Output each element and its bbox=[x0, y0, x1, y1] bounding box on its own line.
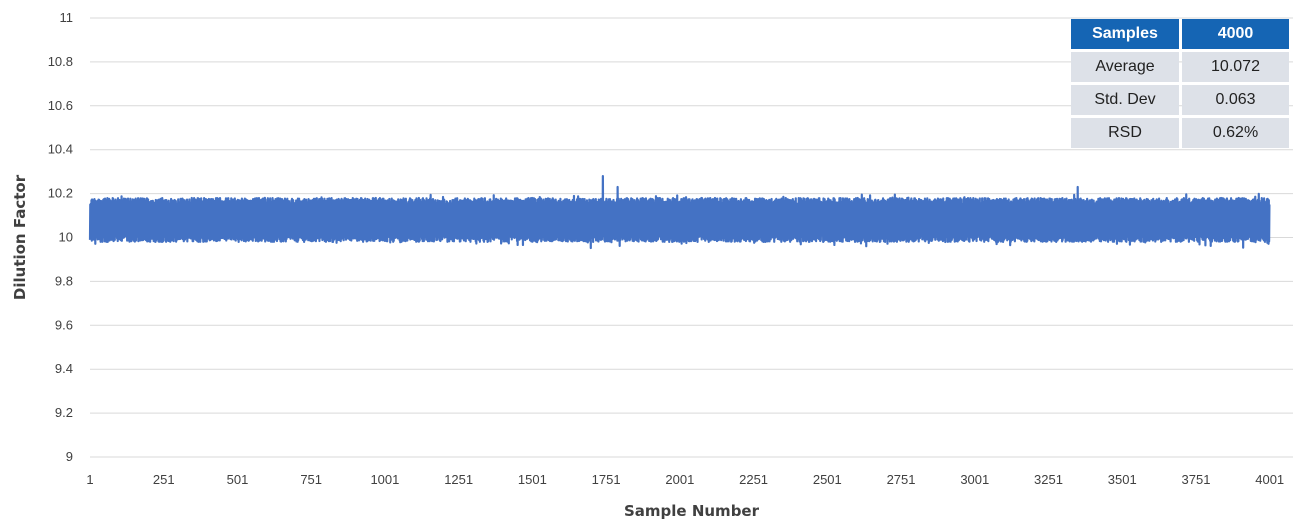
x-tick-label: 751 bbox=[300, 472, 322, 487]
y-tick-label: 9.2 bbox=[55, 405, 73, 420]
stats-value-std-dev: 0.063 bbox=[1182, 85, 1289, 115]
stats-label-std-dev: Std. Dev bbox=[1071, 85, 1179, 115]
stats-header-row: Samples 4000 bbox=[1071, 19, 1289, 49]
x-tick-label: 3751 bbox=[1182, 472, 1211, 487]
x-tick-label: 3001 bbox=[960, 472, 989, 487]
y-tick-label: 9 bbox=[66, 449, 73, 464]
x-tick-label: 2501 bbox=[813, 472, 842, 487]
x-tick-label: 1501 bbox=[518, 472, 547, 487]
y-tick-label: 9.6 bbox=[55, 317, 73, 332]
x-tick-label: 3501 bbox=[1108, 472, 1137, 487]
stats-header-value: 4000 bbox=[1182, 19, 1289, 49]
x-tick-label: 501 bbox=[227, 472, 249, 487]
x-tick-label: 2251 bbox=[739, 472, 768, 487]
y-tick-label: 10.6 bbox=[48, 98, 73, 113]
y-tick-label: 11 bbox=[60, 10, 74, 25]
y-tick-labels: 9 9.2 9.4 9.6 9.8 10 10.2 10.4 10.6 10.8 11 bbox=[48, 10, 73, 464]
y-tick-label: 10.8 bbox=[48, 54, 73, 69]
x-tick-label: 1751 bbox=[592, 472, 621, 487]
y-tick-label: 10.4 bbox=[48, 142, 73, 157]
y-tick-label: 10 bbox=[59, 230, 73, 245]
series-dilution-factor bbox=[88, 174, 1271, 250]
stats-value-rsd: 0.62% bbox=[1182, 118, 1289, 148]
stats-row-std-dev: Std. Dev 0.063 bbox=[1071, 85, 1289, 115]
stats-row-rsd: RSD 0.62% bbox=[1071, 118, 1289, 148]
x-tick-label: 3251 bbox=[1034, 472, 1063, 487]
y-tick-label: 10.2 bbox=[48, 186, 73, 201]
stats-header-label: Samples bbox=[1071, 19, 1179, 49]
x-tick-label: 2001 bbox=[665, 472, 694, 487]
stats-table: Samples 4000 Average 10.072 Std. Dev 0.0… bbox=[1068, 16, 1292, 151]
y-tick-label: 9.4 bbox=[55, 361, 73, 376]
x-tick-labels: 1 251 501 751 1001 1251 1501 1751 2001 2251 2501 27… bbox=[86, 472, 1284, 487]
stats-label-rsd: RSD bbox=[1071, 118, 1179, 148]
stats-value-average: 10.072 bbox=[1182, 52, 1289, 82]
x-axis-title: Sample Number bbox=[624, 502, 760, 520]
y-axis-title: Dilution Factor bbox=[11, 174, 29, 300]
x-tick-label: 4001 bbox=[1255, 472, 1284, 487]
x-tick-label: 1001 bbox=[370, 472, 399, 487]
x-tick-label: 1251 bbox=[444, 472, 473, 487]
y-tick-label: 9.8 bbox=[55, 273, 73, 288]
x-tick-label: 1 bbox=[86, 472, 93, 487]
stats-row-average: Average 10.072 bbox=[1071, 52, 1289, 82]
x-tick-label: 2751 bbox=[887, 472, 916, 487]
stats-label-average: Average bbox=[1071, 52, 1179, 82]
series-line bbox=[88, 174, 1271, 250]
x-tick-label: 251 bbox=[153, 472, 175, 487]
